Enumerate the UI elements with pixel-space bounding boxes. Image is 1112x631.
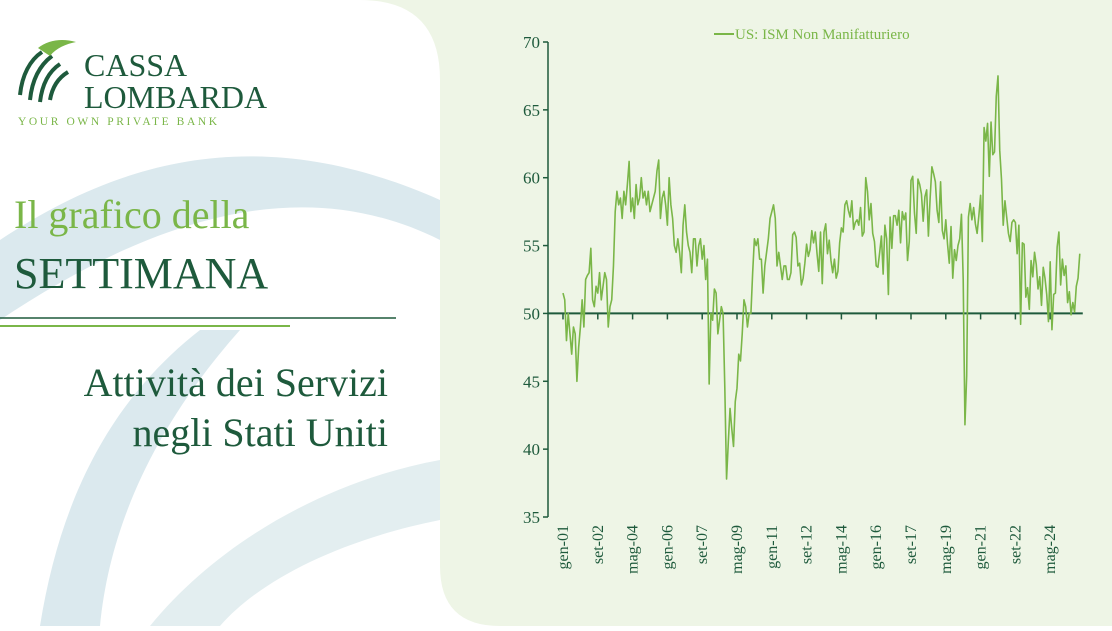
x-tick-label: gen-21 (973, 525, 990, 569)
x-tick-label: set-12 (799, 525, 816, 564)
brand-name: LOMBARDA (84, 79, 267, 115)
legend-label: US: ISM Non Manifatturiero (735, 27, 910, 43)
logo (18, 40, 76, 103)
series-line (562, 75, 1081, 480)
x-tick-label: set-22 (1007, 525, 1024, 564)
x-tick-label: gen-16 (868, 525, 885, 569)
x-tick-label: gen-11 (764, 525, 781, 569)
y-tick-label: 55 (523, 237, 540, 256)
decor (0, 156, 440, 320)
heading: SETTIMANA (14, 249, 268, 298)
heading: Il grafico della (14, 192, 250, 237)
subtitle: Attività dei Servizi (84, 360, 388, 405)
x-tick-label: gen-01 (555, 525, 572, 569)
chart: 35 40 45 50 55 60 65 70 gen-01 set-02 mag-04 gen-06… (523, 27, 1083, 574)
y-tick-label: 40 (523, 440, 540, 459)
x-tick-label: mag-24 (1042, 525, 1059, 574)
x-tick-label: set-07 (694, 525, 711, 564)
x-tick-label: mag-09 (729, 525, 746, 574)
brand-name: CASSA (84, 47, 187, 83)
y-tick-label: 35 (523, 508, 540, 527)
x-tick-label: gen-06 (659, 525, 676, 569)
x-tick-label: set-17 (903, 525, 920, 564)
x-tick-label: mag-04 (625, 525, 642, 574)
y-tick-label: 65 (523, 101, 540, 120)
x-tick-label: mag-19 (938, 525, 955, 574)
decor (40, 330, 240, 626)
y-tick-label: 70 (523, 33, 540, 52)
y-tick-label: 50 (523, 304, 540, 323)
brand-tagline: YOUR OWN PRIVATE BANK (18, 116, 220, 128)
y-tick-label: 45 (523, 372, 540, 391)
x-tick-label: mag-14 (833, 525, 850, 574)
x-tick-label: set-02 (590, 525, 607, 564)
subtitle: negli Stati Uniti (132, 410, 388, 455)
y-tick-label: 60 (523, 169, 540, 188)
decor (150, 460, 440, 626)
